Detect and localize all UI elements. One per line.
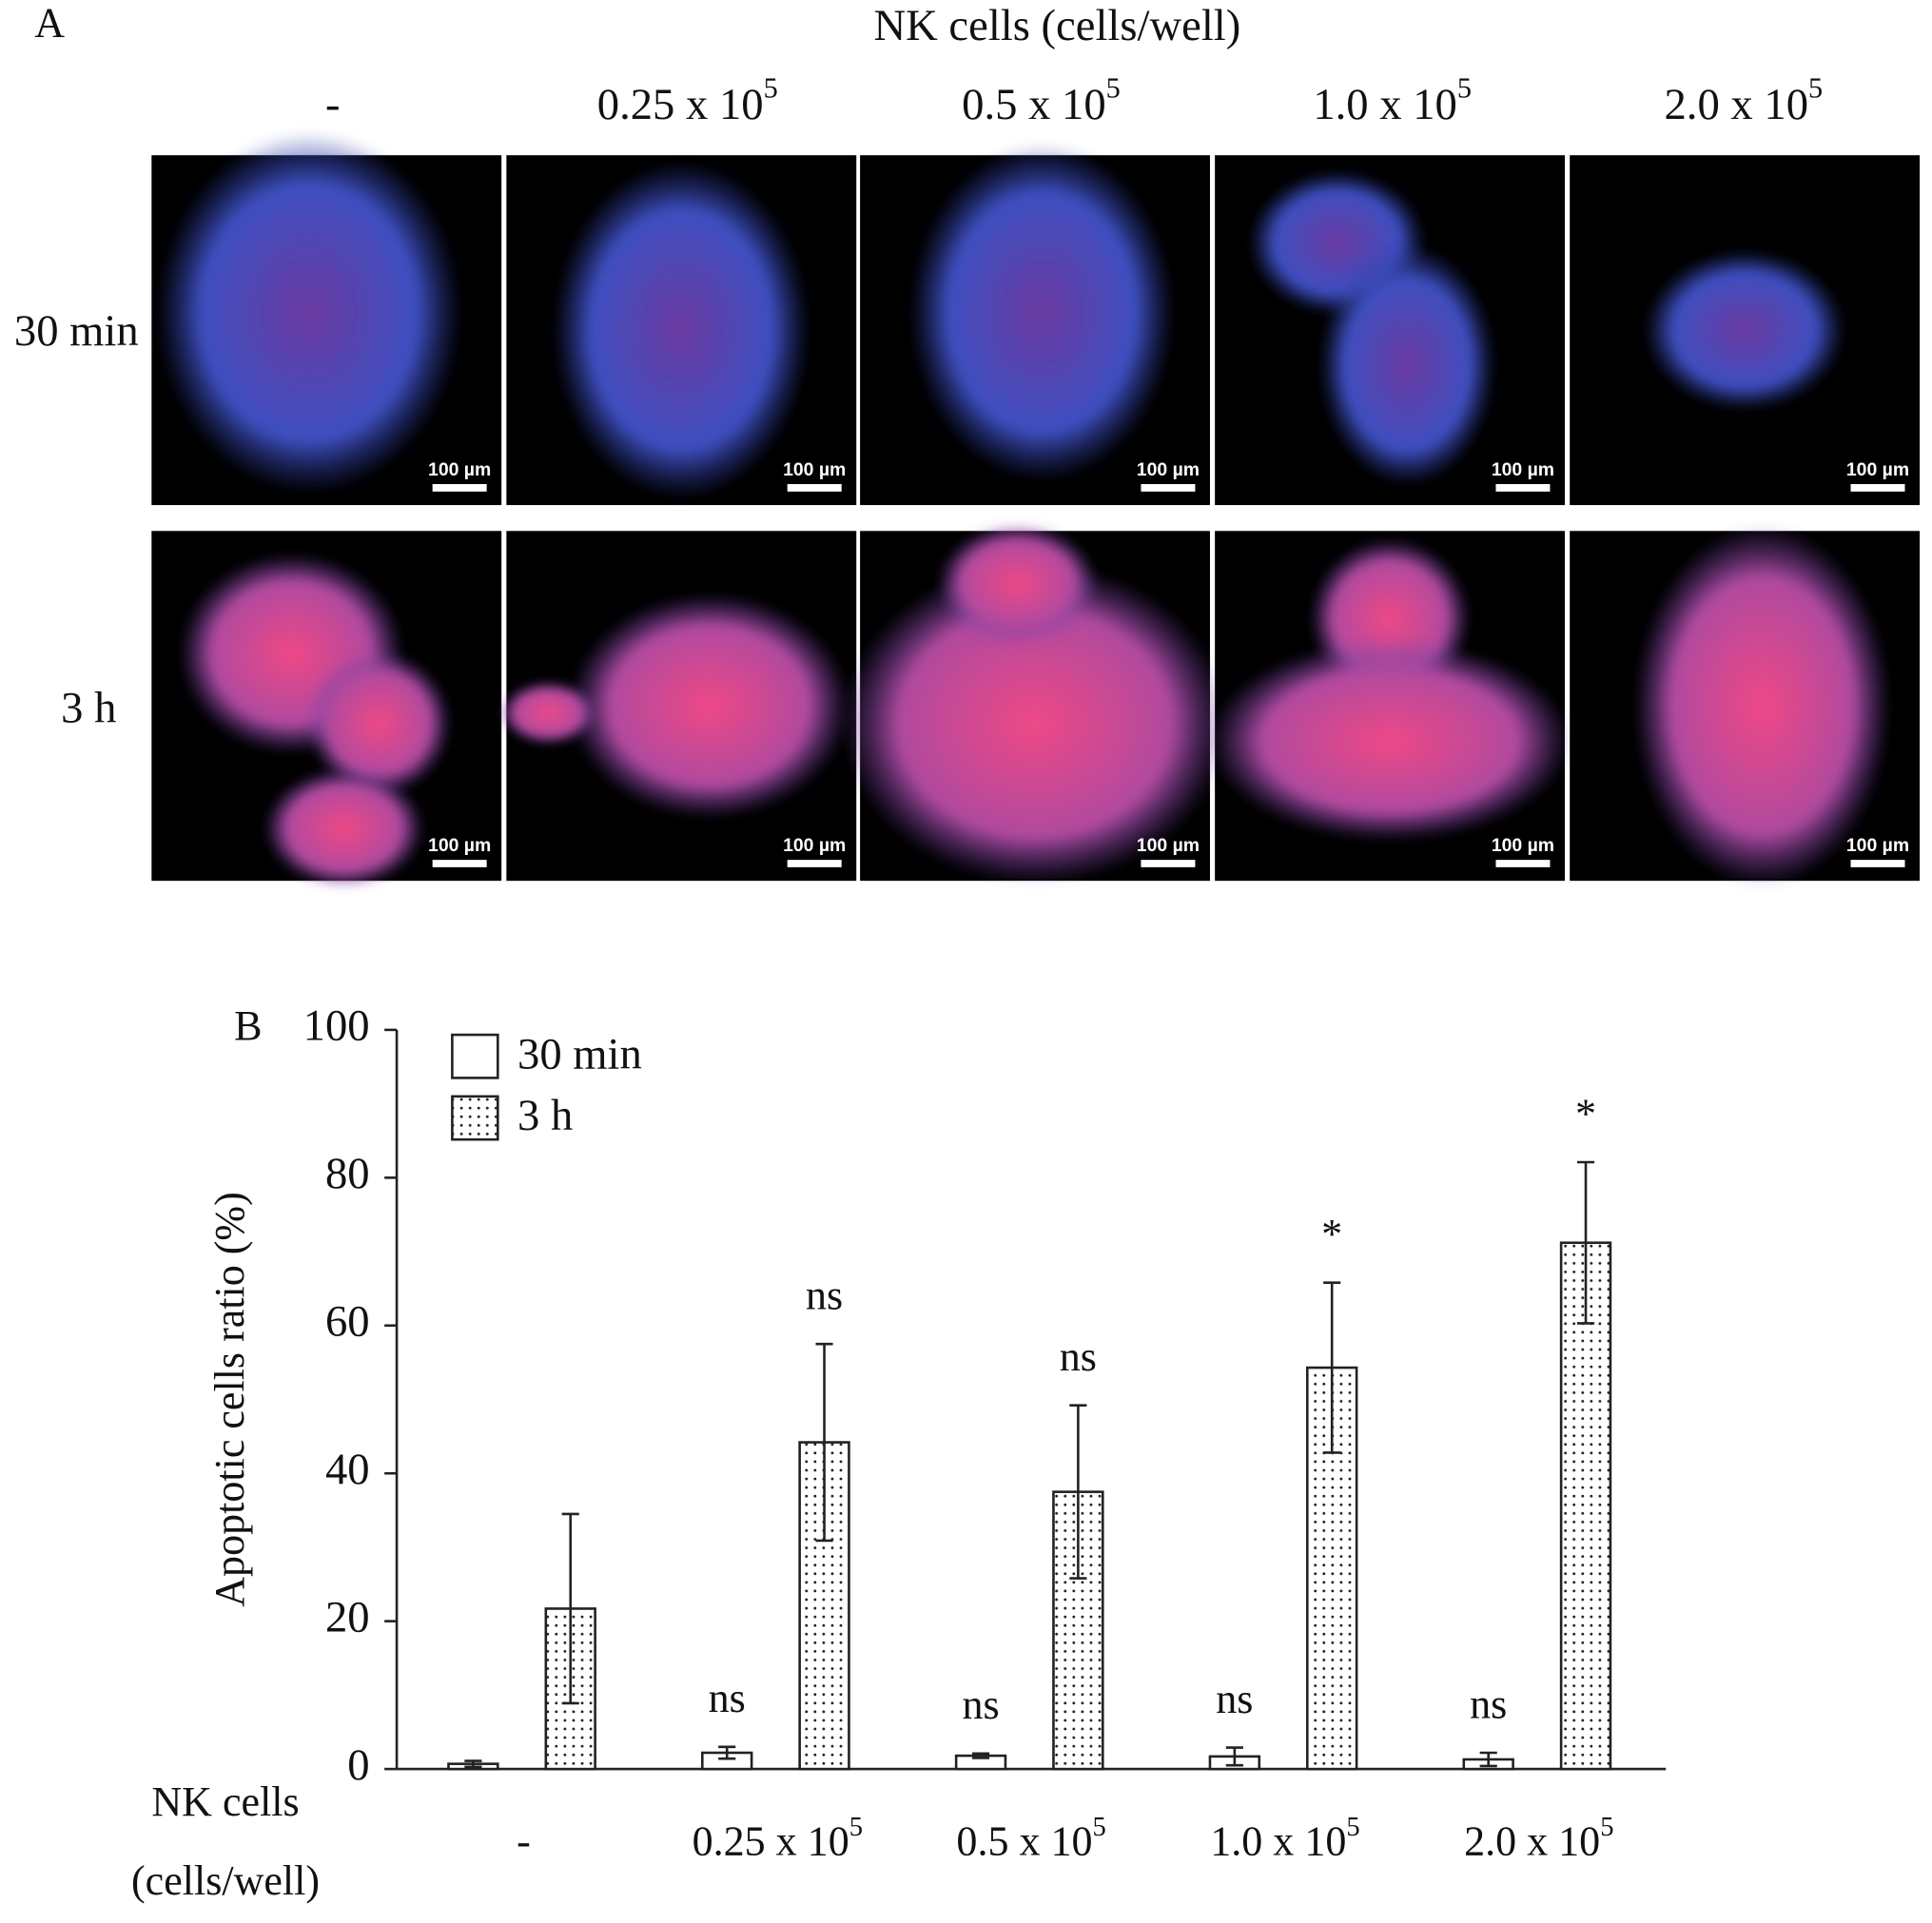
column-header-sup: 5 (1457, 71, 1472, 104)
x-tick-label-sup: 5 (1600, 1811, 1613, 1841)
cell-cluster (1318, 244, 1496, 486)
x-tick-label: 2.0 x 105 (1464, 1811, 1613, 1864)
y-axis-label: Apoptotic cells ratio (%) (206, 1192, 253, 1607)
bar (1559, 1241, 1612, 1771)
error-bar (464, 1759, 482, 1769)
column-header: 1.0 x 105 (1313, 71, 1472, 128)
column-header: 0.5 x 105 (962, 71, 1121, 128)
significance-label: * (1321, 1211, 1342, 1257)
y-tick-label: 80 (325, 1149, 370, 1198)
column-header-base: 2.0 x 10 (1664, 80, 1808, 129)
cell-cluster (499, 680, 597, 746)
y-tick-label: 40 (325, 1445, 370, 1494)
x-tick-label-base: 0.25 x 10 (693, 1818, 849, 1865)
significance-label: * (1575, 1090, 1596, 1136)
cell-cluster (908, 144, 1175, 482)
scale-bar-label: 100 µm (783, 459, 846, 480)
column-header: 0.25 x 105 (597, 71, 778, 128)
cell-cluster (1633, 524, 1891, 887)
panel-label: A (34, 0, 65, 47)
panel-title: NK cells (cells/well) (873, 1, 1240, 50)
y-tick-label: 60 (325, 1296, 370, 1346)
column-header-base: - (325, 80, 341, 129)
cell-cluster (568, 592, 850, 819)
scale-bar-label: 100 µm (1137, 459, 1200, 480)
scale-bar-label: 100 µm (783, 835, 846, 856)
column-header: 2.0 x 105 (1664, 71, 1823, 128)
error-bar (1069, 1404, 1087, 1580)
y-tick-label: 0 (347, 1740, 369, 1790)
error-bar (1225, 1746, 1243, 1767)
scale-bar-label: 100 µm (428, 459, 491, 480)
x-tick-label: 0.25 x 105 (693, 1811, 863, 1864)
y-tick-label: 100 (303, 1001, 370, 1051)
cell-cluster (263, 767, 425, 889)
x-tick-label: 0.5 x 105 (956, 1811, 1105, 1864)
column-header-sup: 5 (1808, 71, 1823, 104)
cell-cluster (841, 562, 1229, 884)
x-tick-label-sup: 5 (1093, 1811, 1106, 1841)
cell-cluster (156, 131, 462, 495)
legend-swatch (451, 1095, 499, 1141)
error-bar (561, 1512, 579, 1705)
x-tick-label: 1.0 x 105 (1210, 1811, 1359, 1864)
error-bar (815, 1342, 833, 1543)
panel-label: B (234, 1002, 262, 1049)
x-axis-label: NK cells (151, 1778, 299, 1825)
scale-bar-label: 100 µm (428, 835, 491, 856)
x-tick-label-base: 0.5 x 10 (956, 1818, 1092, 1865)
x-tick-label-sup: 5 (849, 1811, 863, 1841)
significance-label: ns (806, 1272, 843, 1319)
significance-label: ns (1216, 1676, 1253, 1722)
cell-cluster (1208, 640, 1571, 842)
significance-label: ns (962, 1681, 999, 1728)
significance-label: ns (1060, 1333, 1097, 1380)
error-bar (718, 1745, 736, 1760)
significance-label: ns (1470, 1680, 1507, 1727)
cell-cluster (552, 161, 810, 499)
column-header-base: 0.25 x 10 (597, 80, 764, 129)
column-header-base: 1.0 x 10 (1313, 80, 1457, 129)
x-tick-label-base: - (517, 1818, 531, 1865)
x-tick-label: - (517, 1818, 531, 1865)
row-label: 30 min (14, 306, 139, 356)
y-tick-label: 20 (325, 1592, 370, 1641)
column-header: - (325, 80, 341, 129)
error-bar (1323, 1281, 1341, 1454)
scale-bar-label: 100 µm (1846, 835, 1909, 856)
scale-bar-label: 100 µm (1846, 459, 1909, 480)
cell-cluster (306, 651, 452, 796)
column-header-sup: 5 (1106, 71, 1121, 104)
x-tick-label-base: 2.0 x 10 (1464, 1818, 1600, 1865)
column-header-base: 0.5 x 10 (962, 80, 1106, 129)
significance-label: ns (709, 1675, 746, 1721)
error-bar (971, 1752, 990, 1759)
cell-cluster (1644, 249, 1845, 411)
x-tick-label-base: 1.0 x 10 (1210, 1818, 1346, 1865)
x-tick-label-sup: 5 (1346, 1811, 1359, 1841)
cell-cluster (937, 523, 1099, 644)
scale-bar-label: 100 µm (1137, 835, 1200, 856)
scale-bar-label: 100 µm (1492, 459, 1554, 480)
error-bar (1576, 1160, 1595, 1325)
legend-label: 30 min (517, 1029, 642, 1078)
column-header-sup: 5 (764, 71, 778, 104)
error-bar (1479, 1751, 1497, 1768)
x-axis-label: (cells/well) (131, 1857, 320, 1904)
scale-bar-label: 100 µm (1492, 835, 1554, 856)
legend-swatch (451, 1033, 499, 1079)
legend-label: 3 h (517, 1091, 573, 1140)
row-label: 3 h (61, 683, 116, 732)
